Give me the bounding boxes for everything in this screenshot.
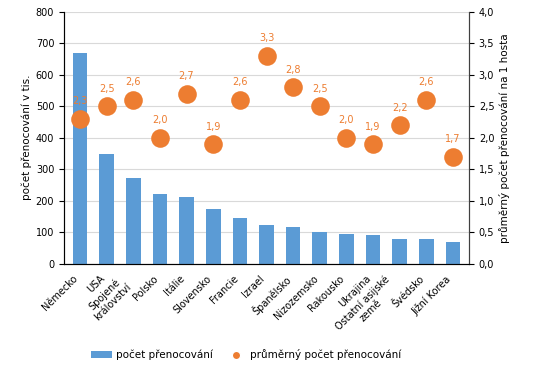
Text: 2,6: 2,6: [418, 78, 434, 87]
Point: [449, 154, 457, 160]
Text: 2,2: 2,2: [392, 103, 408, 113]
Legend: počet přenocování, průměrný počet přenocování: počet přenocování, průměrný počet přenoc…: [87, 345, 406, 365]
Point: [209, 141, 217, 147]
Text: 3,3: 3,3: [259, 33, 274, 43]
Point: [76, 116, 84, 122]
Point: [316, 103, 324, 109]
Point: [342, 135, 351, 141]
Bar: [392, 239, 407, 264]
Bar: [419, 239, 434, 264]
Bar: [339, 234, 354, 264]
Text: 2,5: 2,5: [99, 84, 115, 94]
Point: [369, 141, 377, 147]
Text: 2,3: 2,3: [72, 96, 88, 106]
Point: [395, 122, 404, 128]
Point: [102, 103, 111, 109]
Bar: [259, 225, 274, 264]
Text: 2,6: 2,6: [125, 78, 141, 87]
Text: 2,0: 2,0: [152, 115, 168, 125]
Text: 1,9: 1,9: [206, 121, 221, 132]
Text: 1,9: 1,9: [366, 121, 381, 132]
Point: [422, 97, 431, 103]
Point: [262, 53, 271, 59]
Text: 2,0: 2,0: [338, 115, 354, 125]
Bar: [232, 218, 247, 264]
Text: 2,8: 2,8: [285, 65, 301, 75]
Bar: [312, 232, 327, 264]
Point: [129, 97, 138, 103]
Bar: [179, 197, 194, 264]
Text: 2,5: 2,5: [312, 84, 328, 94]
Bar: [99, 154, 114, 264]
Bar: [72, 53, 87, 264]
Point: [236, 97, 244, 103]
Bar: [152, 194, 167, 264]
Y-axis label: průměrný počet přenocování na 1 hosta: průměrný počet přenocování na 1 hosta: [498, 33, 510, 242]
Bar: [286, 227, 301, 264]
Bar: [446, 242, 461, 264]
Point: [289, 84, 297, 90]
Bar: [366, 235, 381, 264]
Text: 2,6: 2,6: [232, 78, 248, 87]
Point: [182, 90, 191, 97]
Bar: [126, 178, 141, 264]
Bar: [206, 209, 221, 264]
Text: 1,7: 1,7: [445, 134, 461, 144]
Y-axis label: počet přenocování v tis.: počet přenocování v tis.: [21, 75, 31, 201]
Point: [156, 135, 164, 141]
Text: 2,7: 2,7: [179, 71, 195, 81]
